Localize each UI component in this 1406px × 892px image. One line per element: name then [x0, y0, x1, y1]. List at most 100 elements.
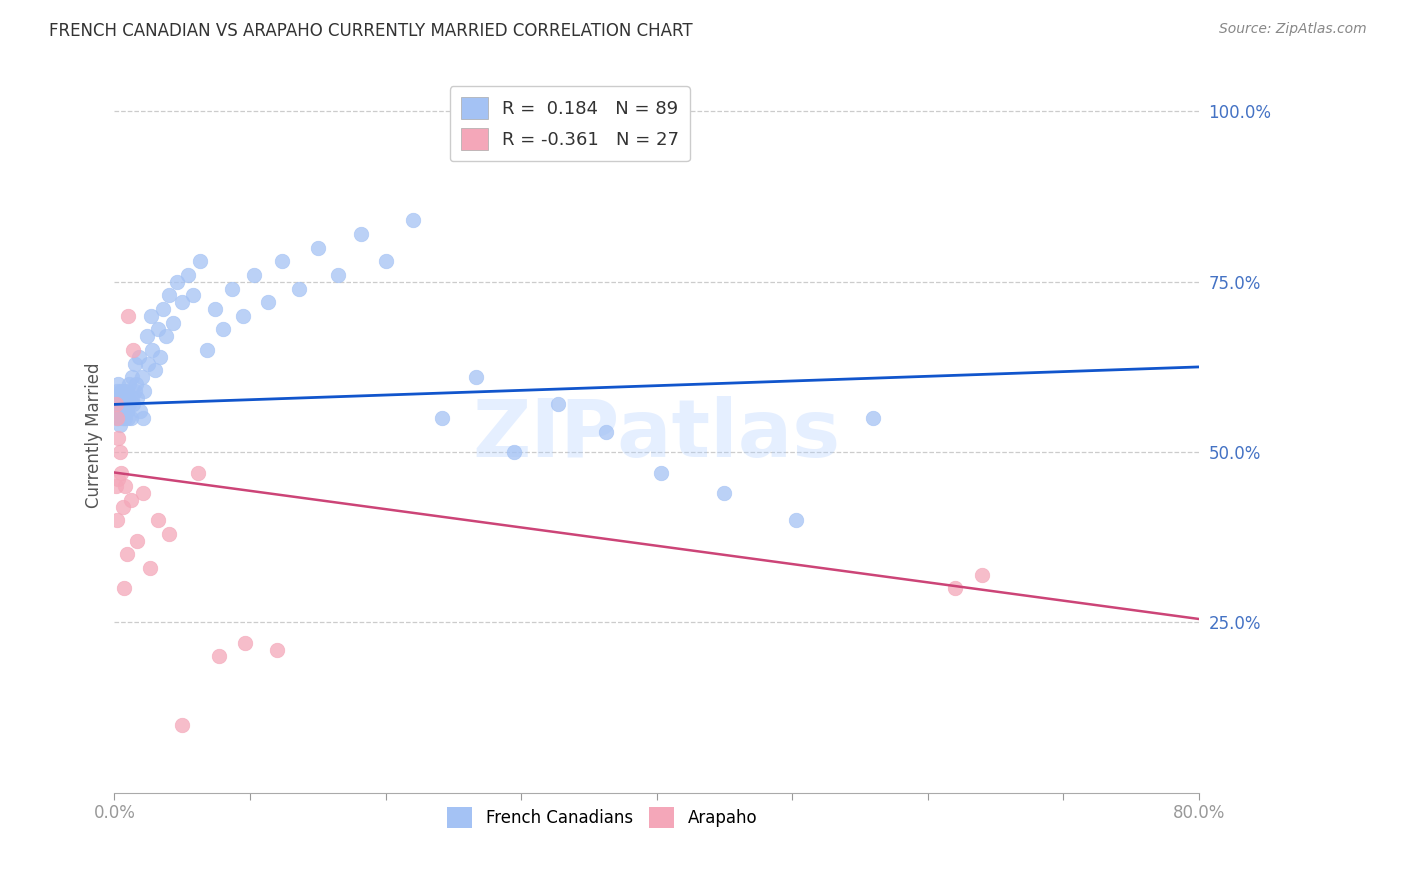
Point	[120, 411, 142, 425]
Point	[112, 384, 135, 398]
Point	[117, 411, 139, 425]
Point	[195, 343, 218, 357]
Point	[115, 547, 138, 561]
Point	[127, 391, 149, 405]
Point	[233, 636, 256, 650]
Point	[132, 411, 155, 425]
Point	[157, 526, 180, 541]
Point	[122, 343, 145, 357]
Point	[129, 404, 152, 418]
Point	[127, 533, 149, 548]
Point	[149, 350, 172, 364]
Point	[111, 411, 134, 425]
Point	[134, 384, 156, 398]
Point	[120, 492, 142, 507]
Point	[243, 268, 266, 282]
Point	[121, 370, 143, 384]
Point	[124, 384, 146, 398]
Point	[143, 363, 166, 377]
Point	[107, 432, 129, 446]
Point	[136, 357, 159, 371]
Point	[107, 404, 129, 418]
Point	[465, 370, 488, 384]
Point	[595, 425, 617, 439]
Point	[107, 472, 129, 486]
Point	[108, 397, 131, 411]
Point	[128, 350, 150, 364]
Point	[326, 268, 349, 282]
Point	[114, 479, 136, 493]
Point	[266, 642, 288, 657]
Point	[125, 376, 148, 391]
Point	[374, 254, 396, 268]
Point	[122, 397, 145, 411]
Point	[104, 397, 127, 411]
Point	[105, 411, 128, 425]
Point	[107, 411, 129, 425]
Point	[108, 417, 131, 432]
Point	[112, 582, 135, 596]
Point	[401, 213, 423, 227]
Point	[166, 275, 188, 289]
Point	[157, 288, 180, 302]
Point	[221, 282, 243, 296]
Point	[115, 384, 138, 398]
Point	[111, 391, 134, 405]
Point	[547, 397, 569, 411]
Point	[105, 411, 128, 425]
Point	[136, 329, 159, 343]
Point	[970, 567, 993, 582]
Point	[172, 717, 194, 731]
Point	[111, 500, 134, 514]
Point	[110, 466, 132, 480]
Point	[112, 397, 135, 411]
Point	[118, 376, 141, 391]
Point	[111, 397, 134, 411]
Point	[104, 404, 127, 418]
Point	[105, 384, 128, 398]
Point	[124, 357, 146, 371]
Point	[287, 282, 309, 296]
Point	[187, 466, 209, 480]
Point	[271, 254, 294, 268]
Point	[307, 241, 329, 255]
Point	[650, 466, 672, 480]
Point	[110, 384, 132, 398]
Point	[107, 397, 129, 411]
Point	[118, 397, 141, 411]
Point	[105, 404, 128, 418]
Point	[785, 513, 807, 527]
Point	[117, 309, 139, 323]
Point	[943, 582, 966, 596]
Point	[162, 316, 184, 330]
Point	[104, 479, 127, 493]
Point	[121, 391, 143, 405]
Point	[117, 397, 139, 411]
Point	[172, 295, 194, 310]
Point	[146, 513, 169, 527]
Point	[862, 411, 884, 425]
Point	[146, 322, 169, 336]
Point	[107, 391, 129, 405]
Point	[713, 486, 735, 500]
Text: Source: ZipAtlas.com: Source: ZipAtlas.com	[1219, 22, 1367, 37]
Point	[139, 309, 162, 323]
Point	[176, 268, 198, 282]
Point	[110, 391, 132, 405]
Point	[105, 513, 128, 527]
Point	[208, 649, 231, 664]
Text: ZIPatlas: ZIPatlas	[472, 396, 841, 474]
Point	[503, 445, 526, 459]
Legend: French Canadians, Arapaho: French Canadians, Arapaho	[440, 801, 763, 834]
Point	[108, 445, 131, 459]
Point	[114, 411, 136, 425]
Point	[211, 322, 233, 336]
Point	[232, 309, 254, 323]
Point	[204, 301, 226, 316]
Point	[112, 404, 135, 418]
Point	[114, 391, 136, 405]
Point	[141, 343, 163, 357]
Point	[256, 295, 278, 310]
Point	[181, 288, 204, 302]
Point	[104, 397, 127, 411]
